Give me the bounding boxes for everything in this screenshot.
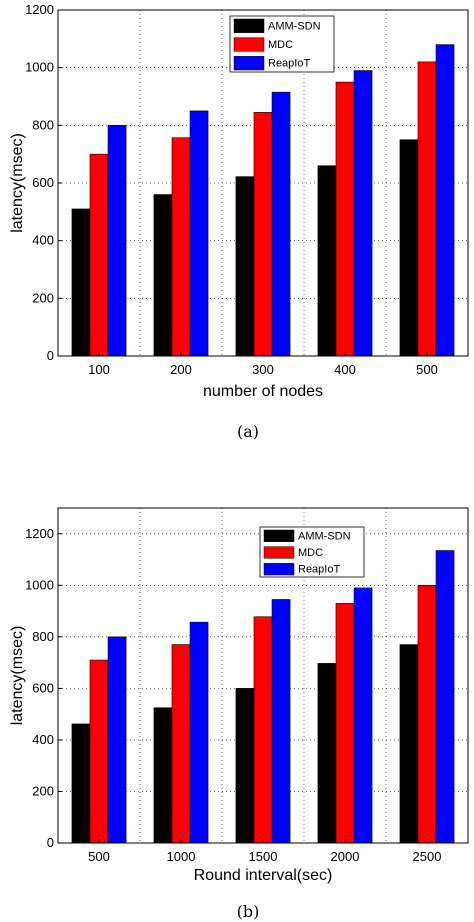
chart-a-legend-swatch: [233, 18, 265, 33]
chart-a-bar-amm-sdn-400: [317, 165, 337, 357]
chart-a-legend-label: MDC: [268, 39, 293, 51]
chart-b-bar-reapiot-1000: [189, 621, 209, 844]
chart-b-legend-label: MDC: [298, 547, 323, 559]
chart-a-x-tick-label: 400: [334, 362, 356, 377]
chart-b-y-tick-label: 400: [32, 732, 54, 747]
chart-a-y-tick-label: 1000: [25, 60, 54, 75]
chart-a-bar-mdc-300: [253, 112, 273, 357]
chart-b-legend-label: ReapIoT: [298, 564, 340, 576]
chart-a-y-ticks: 0 200 400 600 800 1000 1200: [25, 2, 62, 363]
chart-b-y-tick-label: 0: [47, 835, 54, 850]
chart-a-bar-mdc-100: [89, 153, 109, 357]
chart-b-bar-mdc-2000: [335, 603, 355, 844]
chart-b-x-tick-label: 1000: [167, 849, 196, 864]
chart-b-legend-swatch: [263, 563, 295, 576]
chart-b-bar-mdc-500: [89, 659, 109, 844]
chart-a-y-tick-label: 800: [32, 117, 54, 132]
chart-b-bar-amm-sdn-2000: [317, 663, 337, 844]
chart-b-x-tick-label: 2500: [413, 849, 442, 864]
chart-a-x-ticks: 100 200 300 400 500: [88, 352, 438, 377]
chart-a-bar-amm-sdn-200: [153, 194, 173, 357]
chart-a-y-tick-label: 400: [32, 233, 54, 248]
chart-a-x-tick-label: 300: [252, 362, 274, 377]
chart-b-bar-reapiot-1500: [271, 599, 291, 844]
chart-b-bar-mdc-2500: [417, 585, 437, 844]
chart-b-x-tick-label: 1500: [249, 849, 278, 864]
chart-a-legend-label: AMM-SDN: [268, 20, 321, 32]
chart-a-bar-reapiot-200: [189, 110, 209, 357]
chart-a-bar-mdc-200: [171, 137, 191, 357]
chart-b-bar-reapiot-500: [107, 636, 127, 844]
chart-a-y-tick-label: 0: [47, 348, 54, 363]
chart-b-x-axis-title: Round interval(sec): [194, 867, 333, 884]
chart-a-x-tick-label: 100: [88, 362, 110, 377]
caption-a: (a): [237, 422, 259, 441]
chart-b-bar-amm-sdn-1000: [153, 707, 173, 844]
chart-b-x-tick-label: 500: [88, 849, 110, 864]
chart-a-bar-amm-sdn-500: [399, 139, 419, 357]
chart-b-legend-swatch: [263, 529, 295, 542]
chart-a-legend-swatch: [233, 56, 265, 71]
chart-b-x-ticks: 500 1000 1500 2000 2500: [88, 839, 441, 864]
chart-b-bar-mdc-1500: [253, 616, 273, 844]
chart-b-x-tick-label: 2000: [331, 849, 360, 864]
chart-a-bars: [71, 44, 455, 357]
chart-a: 0 200 400 600 800 1000 1200 100 200 300 400 500 nu…: [9, 2, 469, 400]
chart-b-bar-mdc-1000: [171, 644, 191, 844]
chart-a-bar-mdc-500: [417, 61, 437, 357]
chart-a-bar-amm-sdn-300: [235, 176, 255, 357]
chart-b: 0 200 400 600 800 1000 1200 500 1000 1500 2000 250…: [9, 507, 469, 884]
chart-a-legend: AMM-SDN MDC ReapIoT: [229, 15, 335, 73]
chart-b-y-tick-label: 600: [32, 680, 54, 695]
chart-a-y-axis-title: latency(msec): [9, 133, 26, 233]
chart-b-y-axis-title: latency(msec): [9, 626, 26, 726]
chart-a-bar-reapiot-500: [435, 44, 455, 357]
chart-a-x-axis-title: number of nodes: [203, 383, 323, 400]
chart-b-legend: AMM-SDN MDC ReapIoT: [259, 526, 365, 578]
chart-b-y-tick-label: 1200: [25, 526, 54, 541]
chart-a-bar-reapiot-100: [107, 125, 127, 357]
chart-b-bar-amm-sdn-500: [71, 723, 91, 844]
chart-a-x-tick-label: 500: [416, 362, 438, 377]
chart-b-legend-swatch: [263, 546, 295, 559]
chart-a-y-tick-label: 600: [32, 175, 54, 190]
chart-b-bar-amm-sdn-1500: [235, 688, 255, 844]
chart-a-bar-reapiot-300: [271, 91, 291, 357]
chart-a-legend-label: ReapIoT: [268, 58, 310, 70]
chart-b-y-tick-label: 1000: [25, 577, 54, 592]
chart-a-bar-mdc-400: [335, 81, 355, 357]
chart-b-y-tick-label: 200: [32, 783, 54, 798]
chart-b-bar-amm-sdn-2500: [399, 644, 419, 844]
chart-a-bar-amm-sdn-100: [71, 208, 91, 357]
chart-b-bar-reapiot-2500: [435, 550, 455, 844]
chart-b-legend-label: AMM-SDN: [298, 530, 351, 542]
caption-b: (b): [237, 902, 260, 921]
chart-b-y-ticks: 0 200 400 600 800 1000 1200: [25, 526, 62, 850]
chart-a-x-tick-label: 200: [170, 362, 192, 377]
chart-b-bar-reapiot-2000: [353, 587, 373, 844]
chart-a-legend-swatch: [233, 37, 265, 52]
chart-a-y-tick-label: 1200: [25, 2, 54, 17]
chart-b-bars: [71, 550, 455, 844]
chart-a-y-tick-label: 200: [32, 290, 54, 305]
chart-b-y-tick-label: 800: [32, 629, 54, 644]
chart-a-bar-reapiot-400: [353, 70, 373, 357]
